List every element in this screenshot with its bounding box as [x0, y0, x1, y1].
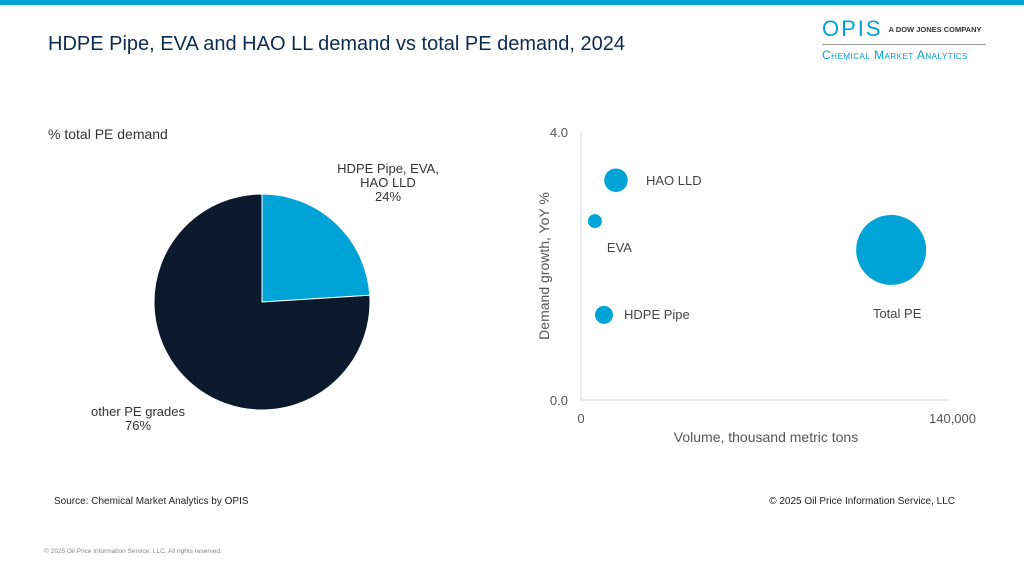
- y-tick-label: 0.0: [550, 393, 568, 408]
- pie-label-other: other PE grades 76%: [78, 405, 198, 433]
- logo-subtitle: Chemical Market Analytics: [822, 48, 968, 62]
- x-axis-title: Volume, thousand metric tons: [674, 429, 858, 445]
- pie-slice-other: [153, 193, 371, 411]
- slice-value: 24%: [374, 189, 402, 204]
- page-title: HDPE Pipe, EVA and HAO LL demand vs tota…: [48, 33, 626, 55]
- logo-tagline: A DOW JONES COMPANY: [888, 25, 982, 34]
- slice-label-line: other PE grades: [91, 404, 185, 419]
- top-accent-bar: [0, 0, 1024, 5]
- bubble-eva: [587, 214, 602, 229]
- pie-slice-hdpe-eva-hao: [261, 193, 371, 303]
- bubble-hao-lld: [604, 168, 628, 192]
- rights-note: © 2025 Oil Price Information Service, LL…: [44, 548, 222, 555]
- pie-label-hdpe-eva-hao: HDPE Pipe, EVA, HAO LLD 24%: [318, 162, 458, 204]
- y-tick-label: 4.0: [550, 125, 568, 140]
- bubble-label: Total PE: [873, 306, 922, 321]
- copyright-note: © 2025 Oil Price Information Service, LL…: [769, 496, 955, 507]
- opis-logo: OPIS A DOW JONES COMPANY Chemical Market …: [822, 16, 986, 62]
- bubble-label: EVA: [607, 240, 632, 255]
- bubble-total-pe: [856, 214, 927, 285]
- bubble-hdpe-pipe: [595, 305, 613, 324]
- logo-brand: OPIS: [822, 16, 883, 41]
- source-note: Source: Chemical Market Analytics by OPI…: [54, 496, 249, 507]
- x-tick-label: 140,000: [929, 411, 976, 426]
- logo-divider: [822, 44, 986, 45]
- slice-value: 76%: [124, 418, 152, 433]
- pie-title: % total PE demand: [48, 126, 168, 142]
- bubble-label: HAO LLD: [646, 173, 702, 188]
- y-axis-title: Demand growth, YoY %: [536, 192, 552, 340]
- slice-label-line: HDPE Pipe, EVA,: [337, 161, 439, 176]
- x-tick-label: 0: [577, 411, 584, 426]
- bubble-label: HDPE Pipe: [624, 307, 690, 322]
- slice-label-line: HAO LLD: [360, 175, 416, 190]
